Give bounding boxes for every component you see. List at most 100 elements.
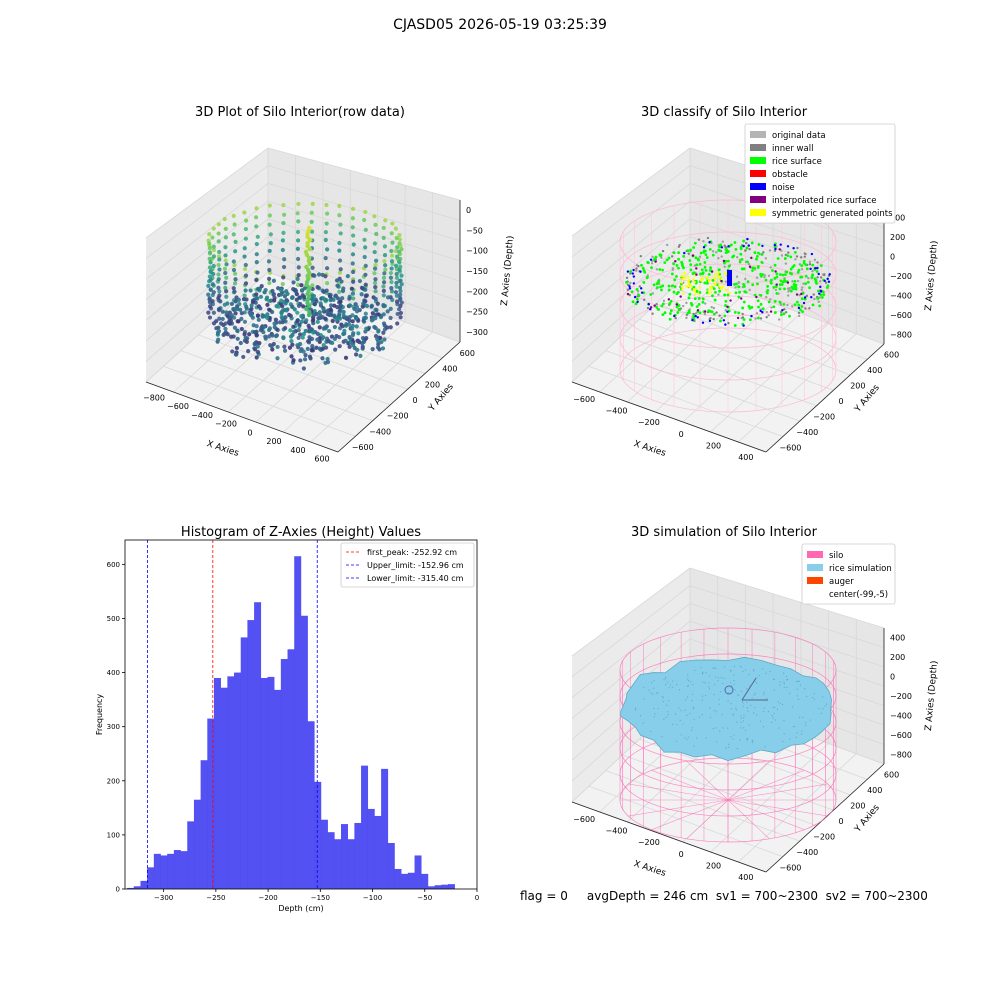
classified-point bbox=[682, 274, 685, 278]
classified-point bbox=[815, 267, 819, 270]
classified-point bbox=[716, 271, 719, 274]
x-tick-label: −400 bbox=[606, 407, 628, 416]
raw-point bbox=[389, 248, 394, 254]
classified-point bbox=[800, 256, 803, 259]
classified-point bbox=[818, 292, 821, 295]
rice-mesh-node bbox=[742, 670, 744, 673]
classified-point bbox=[717, 268, 721, 272]
raw-point bbox=[341, 286, 346, 291]
classified-point bbox=[626, 292, 630, 296]
rice-mesh-node bbox=[805, 721, 807, 724]
raw-point bbox=[224, 275, 229, 280]
raw-point bbox=[351, 242, 356, 247]
grid-line bbox=[622, 754, 817, 827]
classified-point bbox=[773, 300, 777, 303]
rice-mesh-node bbox=[665, 676, 667, 678]
classified-point bbox=[735, 282, 738, 286]
raw-point bbox=[296, 335, 301, 341]
raw-point bbox=[304, 306, 309, 312]
raw-point bbox=[324, 288, 329, 293]
raw-point bbox=[289, 339, 294, 344]
grid-line bbox=[571, 603, 691, 699]
raw-point bbox=[382, 337, 387, 342]
raw-point bbox=[287, 345, 293, 350]
raw-point bbox=[241, 297, 247, 302]
raw-point bbox=[394, 275, 400, 280]
raw-point bbox=[326, 338, 331, 344]
classified-point bbox=[655, 302, 658, 306]
classified-point bbox=[786, 294, 790, 297]
raw-point bbox=[376, 329, 381, 334]
classified-point bbox=[767, 313, 770, 317]
classified-point bbox=[734, 291, 738, 295]
raw-point bbox=[323, 237, 328, 243]
raw-point bbox=[381, 303, 386, 309]
classified-point bbox=[643, 270, 647, 274]
classified-point bbox=[765, 295, 768, 299]
raw-point bbox=[255, 234, 260, 239]
grid-line bbox=[599, 281, 718, 393]
raw-point bbox=[323, 230, 328, 235]
classified-point bbox=[652, 283, 656, 287]
classified-point bbox=[741, 316, 745, 319]
rice-mesh-node bbox=[741, 700, 743, 703]
classified-point bbox=[727, 264, 731, 268]
raw-point bbox=[334, 278, 340, 283]
classified-point bbox=[704, 253, 708, 257]
raw-point bbox=[306, 339, 311, 344]
raw-point bbox=[249, 313, 254, 318]
rice-mesh-node bbox=[744, 729, 747, 732]
rice-mesh-node bbox=[648, 689, 650, 691]
classified-point bbox=[756, 299, 760, 303]
classified-point bbox=[688, 285, 692, 288]
classified-point bbox=[665, 258, 669, 262]
classified-point bbox=[704, 302, 707, 305]
rice-mesh-node bbox=[687, 685, 690, 687]
raw-point bbox=[207, 232, 212, 237]
classified-point bbox=[770, 306, 773, 309]
classified-point bbox=[779, 303, 783, 307]
raw-point bbox=[258, 306, 263, 311]
rice-mesh-node bbox=[653, 680, 655, 682]
raw-point bbox=[394, 263, 399, 268]
z-tick-label: −200 bbox=[890, 692, 912, 701]
raw-point bbox=[267, 307, 272, 312]
raw-point bbox=[350, 261, 355, 266]
raw-point bbox=[321, 307, 326, 312]
classified-point bbox=[720, 279, 723, 283]
z-tick-label: 400 bbox=[890, 214, 905, 223]
raw-data-3d-plot: 3D Plot of Silo Interior(row data)−800−6… bbox=[143, 105, 516, 464]
histogram-bar bbox=[187, 821, 195, 889]
rice-mesh-node bbox=[739, 666, 742, 668]
classified-point bbox=[632, 275, 636, 278]
classified-point bbox=[735, 275, 739, 278]
left-pane bbox=[146, 148, 268, 382]
classified-point bbox=[816, 276, 819, 279]
raw-point bbox=[216, 285, 221, 290]
raw-point bbox=[299, 314, 304, 319]
rice-mesh-node bbox=[665, 684, 667, 686]
raw-point bbox=[217, 249, 222, 255]
raw-point bbox=[207, 315, 213, 320]
grid-line bbox=[145, 200, 269, 301]
classified-point bbox=[724, 304, 727, 307]
classified-point bbox=[635, 297, 639, 301]
classified-point bbox=[631, 272, 634, 275]
z-axis-label: Z Axies (Depth) bbox=[924, 240, 940, 311]
raw-point bbox=[295, 211, 300, 216]
silo-wire-spoke bbox=[727, 770, 805, 801]
classified-point bbox=[770, 278, 773, 282]
grid-line bbox=[689, 567, 885, 629]
raw-point bbox=[399, 273, 404, 278]
grid-line bbox=[228, 301, 351, 413]
classified-point bbox=[631, 300, 635, 304]
classified-point bbox=[719, 319, 722, 323]
classified-point bbox=[763, 275, 766, 279]
classified-point bbox=[723, 265, 726, 268]
grid-line bbox=[145, 218, 269, 321]
raw-point bbox=[260, 314, 265, 319]
classified-point bbox=[714, 283, 717, 287]
classified-point bbox=[704, 268, 708, 272]
raw-point bbox=[332, 303, 337, 308]
raw-point bbox=[372, 241, 378, 246]
